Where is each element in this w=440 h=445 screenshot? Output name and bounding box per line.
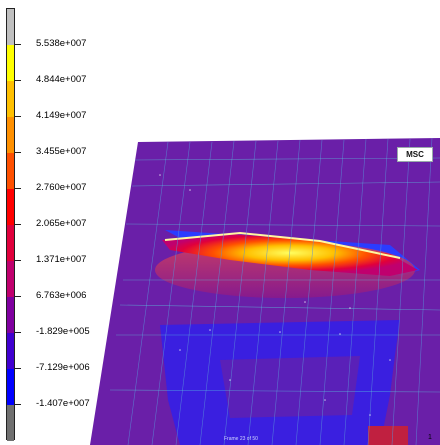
legend-swatch	[7, 225, 14, 261]
legend-tick	[15, 332, 21, 333]
legend-label: 3.455e+007	[36, 146, 87, 157]
legend-tick	[15, 80, 21, 81]
legend-swatch	[7, 405, 14, 441]
peak-stress-line	[164, 231, 401, 259]
legend-swatch	[7, 45, 14, 81]
lower-purple-lobe	[220, 356, 360, 418]
frame-number: 1	[428, 434, 432, 441]
legend-label: 2.760e+007	[36, 182, 87, 193]
legend-label: 4.149e+007	[36, 110, 87, 121]
legend-swatch	[7, 333, 14, 369]
legend-label: -1.407e+007	[36, 398, 90, 409]
legend-swatch	[7, 9, 14, 45]
fringe-plot[interactable]	[90, 130, 440, 445]
legend-label: 2.065e+007	[36, 218, 87, 229]
corner-hotspot	[368, 426, 408, 445]
legend-swatch	[7, 297, 14, 333]
legend-tick	[15, 368, 21, 369]
legend-label: 4.844e+007	[36, 74, 87, 85]
legend-label: 1.371e+007	[36, 254, 87, 265]
legend-tick	[15, 260, 21, 261]
legend-color-bar	[6, 8, 15, 441]
legend-tick	[15, 188, 21, 189]
legend-swatch	[7, 153, 14, 189]
legend-tick	[15, 44, 21, 45]
legend-swatch	[7, 369, 14, 405]
legend-label: -1.829e+005	[36, 326, 90, 337]
legend-tick	[15, 404, 21, 405]
legend-tick	[15, 224, 21, 225]
legend-label: -7.129e+006	[36, 362, 90, 373]
frame-caption: Frame 23 of 50	[224, 436, 258, 442]
mesh-rows	[109, 157, 440, 393]
legend-swatch	[7, 189, 14, 225]
legend-swatch	[7, 81, 14, 117]
high-stress-band	[162, 234, 418, 276]
mesh-nodes	[159, 174, 391, 416]
legend-tick	[15, 116, 21, 117]
legend-tick	[15, 152, 21, 153]
legend-label: 5.538e+007	[36, 38, 87, 49]
legend-label: 6.763e+006	[36, 290, 87, 301]
fringe-plot-svg	[90, 137, 440, 445]
legend-tick	[15, 296, 21, 297]
msc-logo: MSC	[397, 147, 433, 162]
mesh-lines	[127, 137, 433, 445]
legend-swatch	[7, 261, 14, 297]
legend-swatch	[7, 117, 14, 153]
